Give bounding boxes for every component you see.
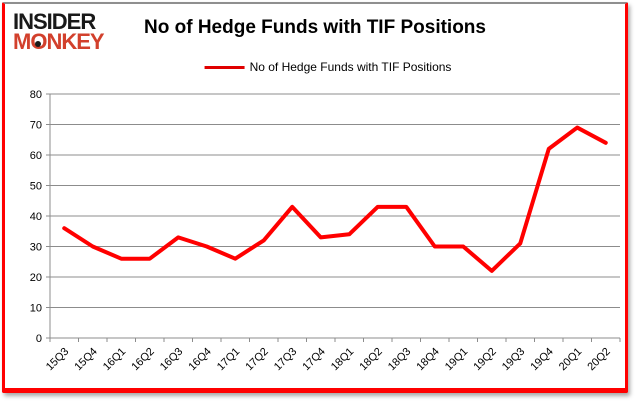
svg-text:16Q3: 16Q3 — [158, 346, 186, 374]
svg-text:80: 80 — [30, 89, 42, 101]
svg-text:20: 20 — [30, 272, 42, 284]
svg-text:15Q3: 15Q3 — [44, 346, 72, 374]
svg-text:18Q3: 18Q3 — [386, 346, 414, 374]
svg-text:0: 0 — [36, 333, 42, 345]
svg-text:10: 10 — [30, 303, 42, 315]
svg-text:17Q2: 17Q2 — [243, 346, 271, 374]
monkey-eye-icon — [35, 41, 41, 48]
svg-text:16Q1: 16Q1 — [101, 346, 129, 374]
svg-text:70: 70 — [30, 120, 42, 132]
legend-label: No of Hedge Funds with TIF Positions — [249, 60, 452, 74]
legend-line-swatch — [204, 65, 245, 69]
svg-text:30: 30 — [30, 242, 42, 254]
svg-text:20Q2: 20Q2 — [585, 346, 613, 374]
svg-text:50: 50 — [30, 181, 42, 193]
logo-word-insider: INSIDER — [13, 9, 96, 34]
svg-text:17Q4: 17Q4 — [300, 346, 328, 374]
svg-text:20Q1: 20Q1 — [557, 346, 585, 374]
svg-text:16Q2: 16Q2 — [129, 346, 157, 374]
svg-text:19Q4: 19Q4 — [528, 346, 556, 374]
svg-text:18Q1: 18Q1 — [329, 346, 357, 374]
svg-text:19Q1: 19Q1 — [443, 346, 471, 374]
chart-title: No of Hedge Funds with TIF Positions — [144, 17, 486, 38]
svg-text:17Q1: 17Q1 — [215, 346, 243, 374]
svg-text:60: 60 — [30, 150, 42, 162]
svg-text:19Q3: 19Q3 — [500, 346, 528, 374]
line-chart: 0 10 20 30 40 50 60 70 80 15Q3 15Q4 16Q1 16Q2 16Q3 16Q… — [30, 89, 621, 374]
svg-text:18Q4: 18Q4 — [414, 346, 442, 374]
svg-text:19Q2: 19Q2 — [471, 346, 499, 374]
svg-text:17Q3: 17Q3 — [272, 346, 300, 374]
chart-legend: No of Hedge Funds with TIF Positions — [204, 60, 452, 74]
svg-text:18Q2: 18Q2 — [357, 346, 385, 374]
svg-text:15Q4: 15Q4 — [72, 346, 100, 374]
chart-frame: INSIDER MONKEY No of Hedge Funds with TI… — [2, 2, 628, 393]
svg-text:40: 40 — [30, 211, 42, 223]
svg-text:16Q4: 16Q4 — [186, 346, 214, 374]
insider-monkey-logo: INSIDER MONKEY — [13, 9, 123, 55]
logo-word-monkey: MONKEY — [13, 29, 105, 55]
